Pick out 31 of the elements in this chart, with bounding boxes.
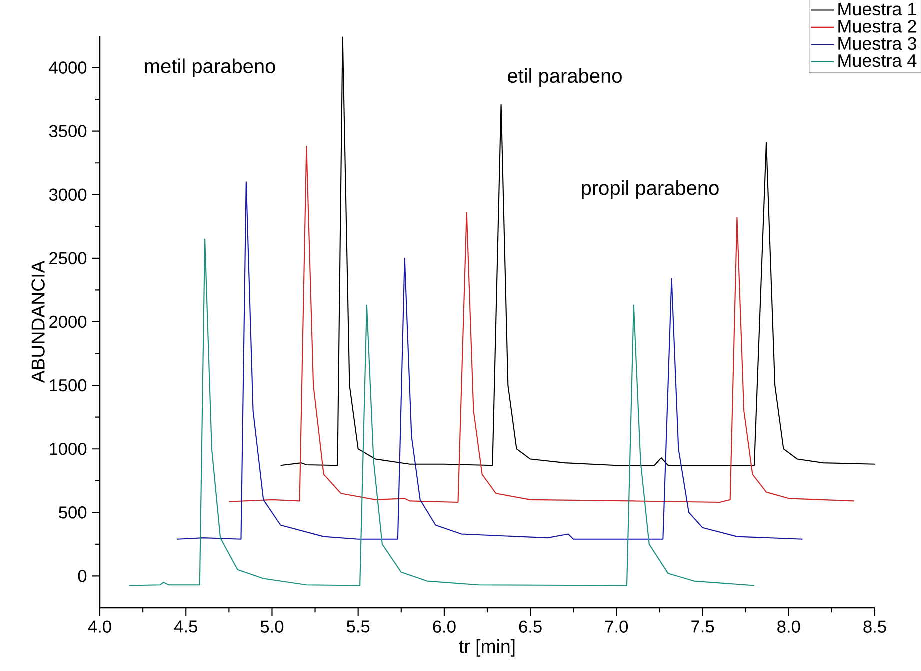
x-tick-label: 6.5 (519, 620, 542, 633)
x-tick-label: 5.0 (260, 620, 284, 633)
legend-label: Muestra 4 (838, 54, 917, 68)
y-tick-label: 500 (59, 506, 87, 519)
y-tick-label: 3000 (49, 188, 87, 202)
legend-label: Muestra 2 (838, 20, 916, 33)
line-series (176, 182, 804, 540)
annotation: propil parabeno (582, 180, 719, 200)
y-tick-label: 1500 (50, 379, 87, 392)
legend-label: Muestra 3 (838, 37, 916, 50)
line-series (228, 146, 855, 504)
annotation: etil parabeno (508, 68, 622, 88)
x-tick-label: 4.0 (88, 620, 112, 633)
x-axis-title: tr [min] (459, 639, 515, 657)
legend-label: Muestra 1 (838, 3, 916, 16)
y-tick-label: 4000 (49, 62, 87, 74)
y-tick-label: 2500 (50, 252, 87, 265)
y-tick-label: 3500 (49, 125, 87, 138)
y-tick-label: 2000 (50, 316, 87, 328)
x-tick-label: 6.0 (433, 620, 456, 633)
line-series (128, 238, 755, 586)
annotation: metil parabeno (145, 58, 276, 78)
x-tick-label: 4.5 (174, 620, 198, 633)
x-tick-label: 8.0 (778, 620, 800, 633)
y-axis-title: ABUNDANCIA (32, 260, 45, 384)
x-tick-label: 5.5 (346, 620, 370, 633)
y-tick-label: 1000 (50, 442, 87, 456)
x-tick-label: 7.0 (606, 620, 628, 633)
x-tick-label: 7.5 (692, 620, 714, 633)
x-tick-label: 8.5 (864, 620, 886, 633)
y-tick-label: 0 (78, 570, 87, 582)
